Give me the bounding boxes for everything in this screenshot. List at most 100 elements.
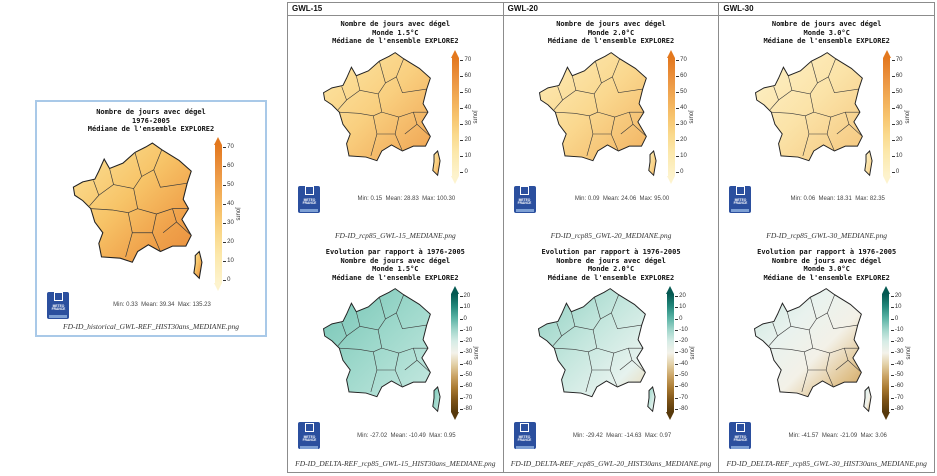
logo-band — [515, 445, 534, 449]
colorbar-tick: 60 — [892, 73, 903, 79]
map-title-line: Médiane de l'ensemble EXPLORE2 — [547, 273, 675, 282]
meteo-france-logo: METEO FRANCE — [298, 422, 320, 449]
colorbar-tick: 70 — [460, 57, 471, 63]
colorbar-tick: 40 — [460, 105, 471, 111]
meteo-france-logo-text: METEO FRANCE — [302, 435, 316, 442]
map-title-line: Nombre de jours avec dégel — [771, 256, 882, 265]
map-title: Evolution par rapport à 1976-2005 Nombre… — [541, 248, 680, 282]
colorbar-tick: 0 — [223, 277, 234, 283]
colorbar-tick: -30 — [460, 349, 473, 355]
map-title: Evolution par rapport à 1976-2005 Nombre… — [326, 248, 465, 282]
colorbar-unit-label: jours — [903, 109, 910, 124]
colorbar-arrow-up-icon — [882, 49, 891, 58]
france-map-gwl30-median — [754, 51, 873, 176]
colorbar-tick: -30 — [675, 349, 688, 355]
colorbar-delta: 20 10 0 -10 -20 -30 -40 -50 -60 -70 -80 jours — [881, 286, 910, 420]
map-title-line: 1976-2005 — [132, 116, 170, 125]
map-title-line: Monde 3.0°C — [803, 265, 850, 273]
colorbar-tick: -80 — [675, 406, 688, 412]
colorbar-arrow-down-icon — [214, 282, 223, 291]
map-title: Nombre de jours avec dégel 1976-2005 Méd… — [88, 108, 214, 134]
colorbar-tick: 50 — [892, 89, 903, 95]
colorbar-unit-label: jours — [472, 346, 479, 360]
logo-band — [300, 445, 318, 449]
colorbar-tick: 70 — [223, 144, 234, 150]
map-title-line: Monde 1.5°C — [372, 28, 419, 37]
colorbar-tick: 20 — [891, 293, 904, 299]
panel-gwl20-delta: Evolution par rapport à 1976-2005 Nombre… — [504, 244, 719, 472]
gwl-comparison-grid: GWL-15 Nombre de jours avec dégel Monde … — [287, 2, 935, 473]
colorbar-tick: -60 — [891, 383, 904, 389]
map-title-line: Nombre de jours avec dégel — [556, 256, 666, 265]
colorbar-tick: -10 — [460, 327, 473, 333]
meteo-france-logo-text: METEO FRANCE — [51, 304, 65, 312]
panel-gwl30-delta: Evolution par rapport à 1976-2005 Nombre… — [719, 244, 934, 472]
min-mean-max-stats: Min: 0.09 Mean: 24.06 Max: 95.00 — [574, 196, 670, 202]
colorbar-strip — [882, 294, 890, 412]
colorbar-jours: 70 60 50 40 30 20 10 0 jours — [667, 49, 693, 184]
colorbar-tick: 10 — [676, 153, 687, 159]
filename-caption: FD-ID_rcp85_GWL-15_MEDIANE.png — [334, 231, 456, 240]
panel-gwl30-median: Nombre de jours avec dégel Monde 3.0°C M… — [719, 16, 934, 244]
meteo-france-mark-icon — [735, 186, 745, 195]
colorbar-tick: -50 — [460, 372, 473, 378]
colorbar-arrow-up-icon — [667, 49, 676, 58]
colorbar-tick: -80 — [891, 406, 904, 412]
colorbar-arrow-up-icon — [450, 286, 459, 294]
meteo-france-mark-icon — [735, 422, 745, 432]
map-title-line: Médiane de l'ensemble EXPLORE2 — [87, 125, 215, 133]
colorbar-strip — [214, 144, 222, 283]
panel-gwl20-median: Nombre de jours avec dégel Monde 2.0°C M… — [504, 16, 719, 244]
colorbar-jours: 70 60 50 40 30 20 10 0 jours — [214, 136, 240, 291]
colorbar-tick: -70 — [675, 395, 688, 401]
panel-gwl15-delta: Evolution par rapport à 1976-2005 Nombre… — [288, 244, 503, 472]
colorbar-arrow-down-icon — [451, 175, 460, 184]
logo-band — [731, 209, 750, 212]
map-title-line: Médiane de l'ensemble EXPLORE2 — [763, 273, 890, 282]
colorbar-tick: 20 — [892, 137, 903, 143]
france-map-gwl15-delta — [322, 288, 441, 412]
colorbar-arrow-up-icon — [451, 49, 460, 58]
map-title-line: Médiane de l'ensemble EXPLORE2 — [332, 37, 459, 45]
meteo-france-logo: METEO FRANCE — [729, 185, 752, 213]
colorbar-tick: -40 — [891, 361, 904, 367]
colorbar-tick: -70 — [891, 395, 904, 401]
colorbar-unit-label: jours — [904, 346, 911, 360]
meteo-france-logo: METEO FRANCE — [513, 422, 536, 449]
colorbar-tick: 0 — [892, 169, 903, 175]
colorbar-delta: 20 10 0 -10 -20 -30 -40 -50 -60 -70 -80 jours — [666, 286, 694, 420]
meteo-france-mark-icon — [520, 186, 530, 195]
colorbar-tick: 50 — [676, 89, 687, 95]
colorbar-tick: -20 — [675, 338, 688, 344]
map-title-line: Evolution par rapport à 1976-2005 — [325, 248, 465, 256]
colorbar-tick: 40 — [892, 105, 903, 111]
colorbar-unit-label: jours — [471, 109, 478, 124]
colorbar-tick: 10 — [223, 258, 234, 264]
colorbar-tick: 40 — [223, 201, 234, 207]
map-title-line: Evolution par rapport à 1976-2005 — [757, 248, 897, 256]
column-header-gwl15: GWL-15 — [288, 3, 503, 16]
colorbar-tick: 60 — [676, 73, 687, 79]
meteo-france-mark-icon — [53, 292, 63, 301]
colorbar-tick: 10 — [892, 153, 903, 159]
colorbar-tick: 0 — [675, 316, 688, 322]
france-map-gwl20-delta — [538, 288, 656, 412]
colorbar-arrow-down-icon — [666, 412, 675, 420]
colorbar-tick: 20 — [675, 293, 688, 299]
colorbar-tick: 70 — [892, 57, 903, 63]
map-title-line: Monde 2.0°C — [587, 28, 635, 37]
colorbar-tick: 10 — [891, 304, 904, 310]
colorbar-strip — [451, 57, 459, 176]
colorbar-unit-label: jours — [688, 346, 695, 360]
colorbar-tick: 20 — [460, 137, 471, 143]
min-mean-max-stats: Min: 0.15 Mean: 28.83 Max: 100.30 — [357, 196, 456, 202]
map-title-line: Monde 2.0°C — [587, 265, 635, 273]
colorbar-tick: 0 — [891, 316, 904, 322]
min-mean-max-stats: Min: 0.06 Mean: 18.31 Max: 82.35 — [790, 196, 885, 202]
map-title-line: Médiane de l'ensemble EXPLORE2 — [547, 37, 675, 45]
colorbar-tick: -40 — [675, 361, 688, 367]
colorbar-tick: 30 — [676, 121, 687, 127]
colorbar-tick: 10 — [675, 304, 688, 310]
france-map-gwl15-median — [323, 51, 442, 176]
colorbar-tick: 10 — [460, 153, 471, 159]
